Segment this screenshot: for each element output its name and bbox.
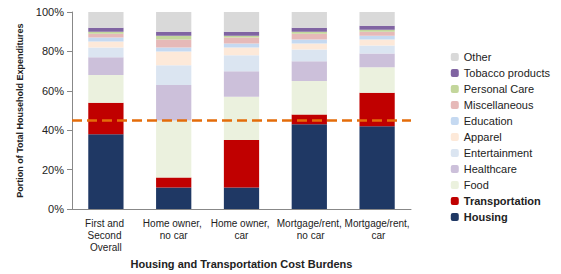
svg-text:60%: 60%: [42, 85, 64, 97]
svg-text:Education: Education: [464, 115, 513, 127]
svg-text:Tobacco products: Tobacco products: [464, 67, 551, 79]
svg-text:80%: 80%: [42, 45, 64, 57]
svg-text:Housing: Housing: [464, 211, 508, 223]
svg-text:Mortgage/rent,: Mortgage/rent,: [277, 218, 342, 229]
svg-text:Second: Second: [88, 230, 125, 241]
svg-text:no car: no car: [160, 230, 188, 241]
svg-text:Miscellaneous: Miscellaneous: [464, 99, 534, 111]
svg-text:0%: 0%: [48, 203, 64, 215]
svg-text:car: car: [369, 230, 386, 241]
svg-text:Food: Food: [464, 179, 489, 191]
svg-text:40%: 40%: [42, 124, 64, 136]
svg-text:100%: 100%: [36, 6, 64, 18]
svg-text:Entertainment: Entertainment: [464, 147, 532, 159]
svg-text:Personal Care: Personal Care: [464, 83, 534, 95]
svg-text:Transportation: Transportation: [464, 195, 541, 207]
svg-text:car: car: [235, 230, 250, 241]
svg-text:Other: Other: [464, 51, 492, 63]
svg-text:no car: no car: [294, 230, 325, 241]
svg-text:Home owner,: Home owner,: [211, 218, 273, 229]
svg-text:Healthcare: Healthcare: [464, 163, 517, 175]
svg-text:First and: First and: [85, 218, 127, 229]
svg-text:Housing and Transportation Cos: Housing and Transportation Cost Burdens: [131, 258, 353, 270]
svg-text:Mortgage/rent,: Mortgage/rent,: [345, 218, 410, 229]
svg-text:Portion of Total Household Exp: Portion of Total Household Expenditures: [15, 23, 25, 197]
svg-text:Home owner,: Home owner,: [143, 218, 205, 229]
svg-text:20%: 20%: [42, 164, 64, 176]
svg-text:Overall: Overall: [90, 242, 122, 253]
svg-text:Apparel: Apparel: [464, 131, 502, 143]
